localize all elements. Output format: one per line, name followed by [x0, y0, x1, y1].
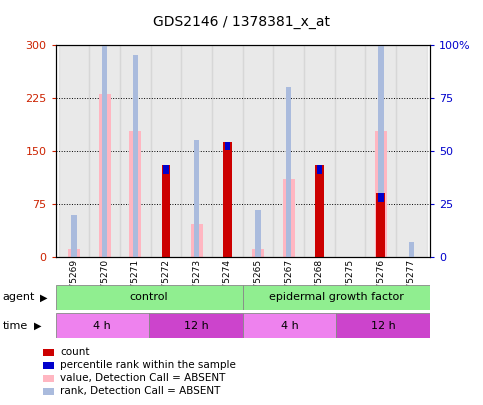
Bar [252, 249, 264, 257]
Bar [304, 45, 335, 257]
Text: control: control [130, 292, 169, 302]
Bar [56, 313, 149, 338]
Text: ▶: ▶ [34, 321, 42, 330]
Bar [409, 242, 414, 257]
Bar [162, 165, 170, 257]
Text: 12 h: 12 h [371, 321, 396, 330]
Text: 12 h: 12 h [184, 321, 208, 330]
Bar [396, 45, 427, 257]
Bar [212, 45, 243, 257]
Bar [256, 211, 261, 257]
Bar [102, 0, 107, 257]
Bar [56, 285, 242, 310]
Bar [286, 87, 292, 257]
Text: value, Detection Call = ABSENT: value, Detection Call = ABSENT [60, 373, 225, 383]
Bar [335, 45, 366, 257]
Bar [71, 215, 77, 257]
Bar [89, 45, 120, 257]
Text: ▶: ▶ [40, 292, 48, 302]
Bar [194, 140, 199, 257]
Bar [336, 313, 430, 338]
Text: GDS2146 / 1378381_x_at: GDS2146 / 1378381_x_at [153, 15, 330, 29]
Bar [225, 142, 230, 150]
Bar [375, 131, 387, 257]
Bar [242, 285, 430, 310]
Bar [58, 45, 89, 257]
Bar [120, 45, 151, 257]
Text: 4 h: 4 h [94, 321, 111, 330]
Bar [315, 165, 324, 257]
Bar [149, 313, 242, 338]
Bar [191, 224, 203, 257]
Bar [163, 165, 169, 174]
Text: count: count [60, 347, 89, 357]
Bar [317, 165, 322, 174]
Bar [151, 45, 181, 257]
Bar [223, 142, 232, 257]
Bar [99, 94, 111, 257]
Bar [129, 131, 142, 257]
Bar [273, 45, 304, 257]
Text: 4 h: 4 h [281, 321, 298, 330]
Text: percentile rank within the sample: percentile rank within the sample [60, 360, 236, 370]
Bar [366, 45, 396, 257]
Bar [283, 179, 295, 257]
Text: time: time [2, 321, 28, 330]
Text: epidermal growth factor: epidermal growth factor [269, 292, 404, 302]
Bar [181, 45, 212, 257]
Text: agent: agent [2, 292, 35, 302]
Bar [68, 249, 80, 257]
Text: rank, Detection Call = ABSENT: rank, Detection Call = ABSENT [60, 386, 220, 396]
Bar [132, 55, 138, 257]
Bar [242, 313, 336, 338]
Bar [243, 45, 273, 257]
Bar [376, 194, 385, 257]
Bar [378, 6, 384, 257]
Bar [378, 194, 384, 202]
